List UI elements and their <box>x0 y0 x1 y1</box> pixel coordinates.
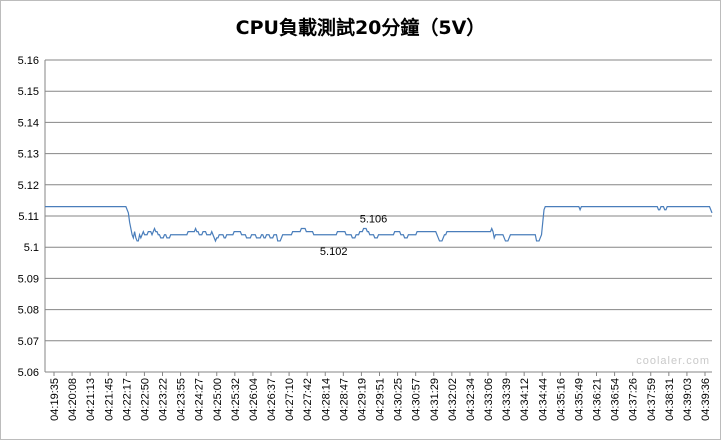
data-label: 5.102 <box>320 246 348 258</box>
x-tick-label: 04:34:12 <box>519 378 531 421</box>
y-tick-label: 5.12 <box>18 180 39 192</box>
x-tick-label: 04:27:10 <box>284 378 296 421</box>
x-tick-label: 04:21:45 <box>103 378 115 421</box>
x-tick-label: 04:26:37 <box>266 378 278 421</box>
x-tick-label: 04:38:31 <box>664 378 676 421</box>
x-tick-label: 04:35:49 <box>573 378 585 421</box>
series-layer <box>45 206 713 243</box>
x-tick-label: 04:33:39 <box>501 378 513 421</box>
x-tick-label: 04:19:35 <box>49 378 61 421</box>
x-tick-label: 04:23:22 <box>158 378 170 421</box>
x-tick-label: 04:27:42 <box>302 378 314 421</box>
watermark: coolaler.com <box>636 355 710 367</box>
x-tick-label: 04:32:02 <box>447 378 459 421</box>
x-tick-label: 04:33:06 <box>483 378 495 421</box>
y-tick-label: 5.14 <box>18 117 39 129</box>
x-tick-label: 04:28:14 <box>320 378 332 421</box>
data-label: 5.106 <box>360 213 388 225</box>
x-tick-label: 04:25:32 <box>230 378 242 421</box>
x-tick-label: 04:29:19 <box>356 378 368 421</box>
x-tick-label: 04:32:34 <box>465 378 477 421</box>
x-tick-label: 04:21:13 <box>85 378 97 421</box>
x-tick-label: 04:29:51 <box>375 378 387 421</box>
x-tick-label: 04:28:47 <box>338 378 350 421</box>
y-tick-label: 5.07 <box>18 336 39 348</box>
y-tick-labels: 5.06 5.07 5.08 5.09 5.1 5.11 5.12 5.13 5.14 5.15 5… <box>18 55 39 379</box>
series-line-0 <box>45 206 713 243</box>
x-tick-label: 04:39:03 <box>682 378 694 421</box>
axes <box>44 60 712 376</box>
x-tick-label: 04:22:50 <box>139 378 151 421</box>
y-tick-label: 5.08 <box>18 305 39 317</box>
x-tick-label: 04:35:16 <box>555 378 567 421</box>
x-tick-label: 04:26:04 <box>248 378 260 421</box>
x-tick-label: 04:30:25 <box>393 378 405 421</box>
y-tick-label: 5.13 <box>18 149 39 161</box>
x-tick-label: 04:36:21 <box>592 378 604 421</box>
x-tick-label: 04:25:00 <box>212 378 224 421</box>
chart-title: CPU負載測試20分鐘（5V） <box>235 17 486 39</box>
x-tick-label: 04:34:44 <box>537 378 549 421</box>
x-tick-label: 04:20:08 <box>67 378 79 421</box>
x-tick-label: 04:22:17 <box>121 378 133 421</box>
x-tick-label: 04:39:36 <box>700 378 712 421</box>
y-tick-label: 5.1 <box>24 242 39 254</box>
y-tick-label: 5.09 <box>18 273 39 285</box>
y-tick-label: 5.11 <box>18 211 39 223</box>
x-tick-label: 04:37:26 <box>628 378 640 421</box>
y-tick-label: 5.15 <box>18 86 39 98</box>
x-tick-label: 04:37:59 <box>646 378 658 421</box>
x-tick-label: 04:36:54 <box>610 378 622 421</box>
x-tick-label: 04:23:55 <box>176 378 188 421</box>
x-tick-label: 04:30:57 <box>411 378 423 421</box>
x-tick-label: 04:24:27 <box>194 378 206 421</box>
y-tick-label: 5.06 <box>18 367 39 379</box>
x-tick-label: 04:31:29 <box>429 378 441 421</box>
y-tick-label: 5.16 <box>18 55 39 67</box>
x-tick-labels: 04:19:35 04:20:08 04:21:13 04:21:45 04:22:17… <box>49 378 712 421</box>
